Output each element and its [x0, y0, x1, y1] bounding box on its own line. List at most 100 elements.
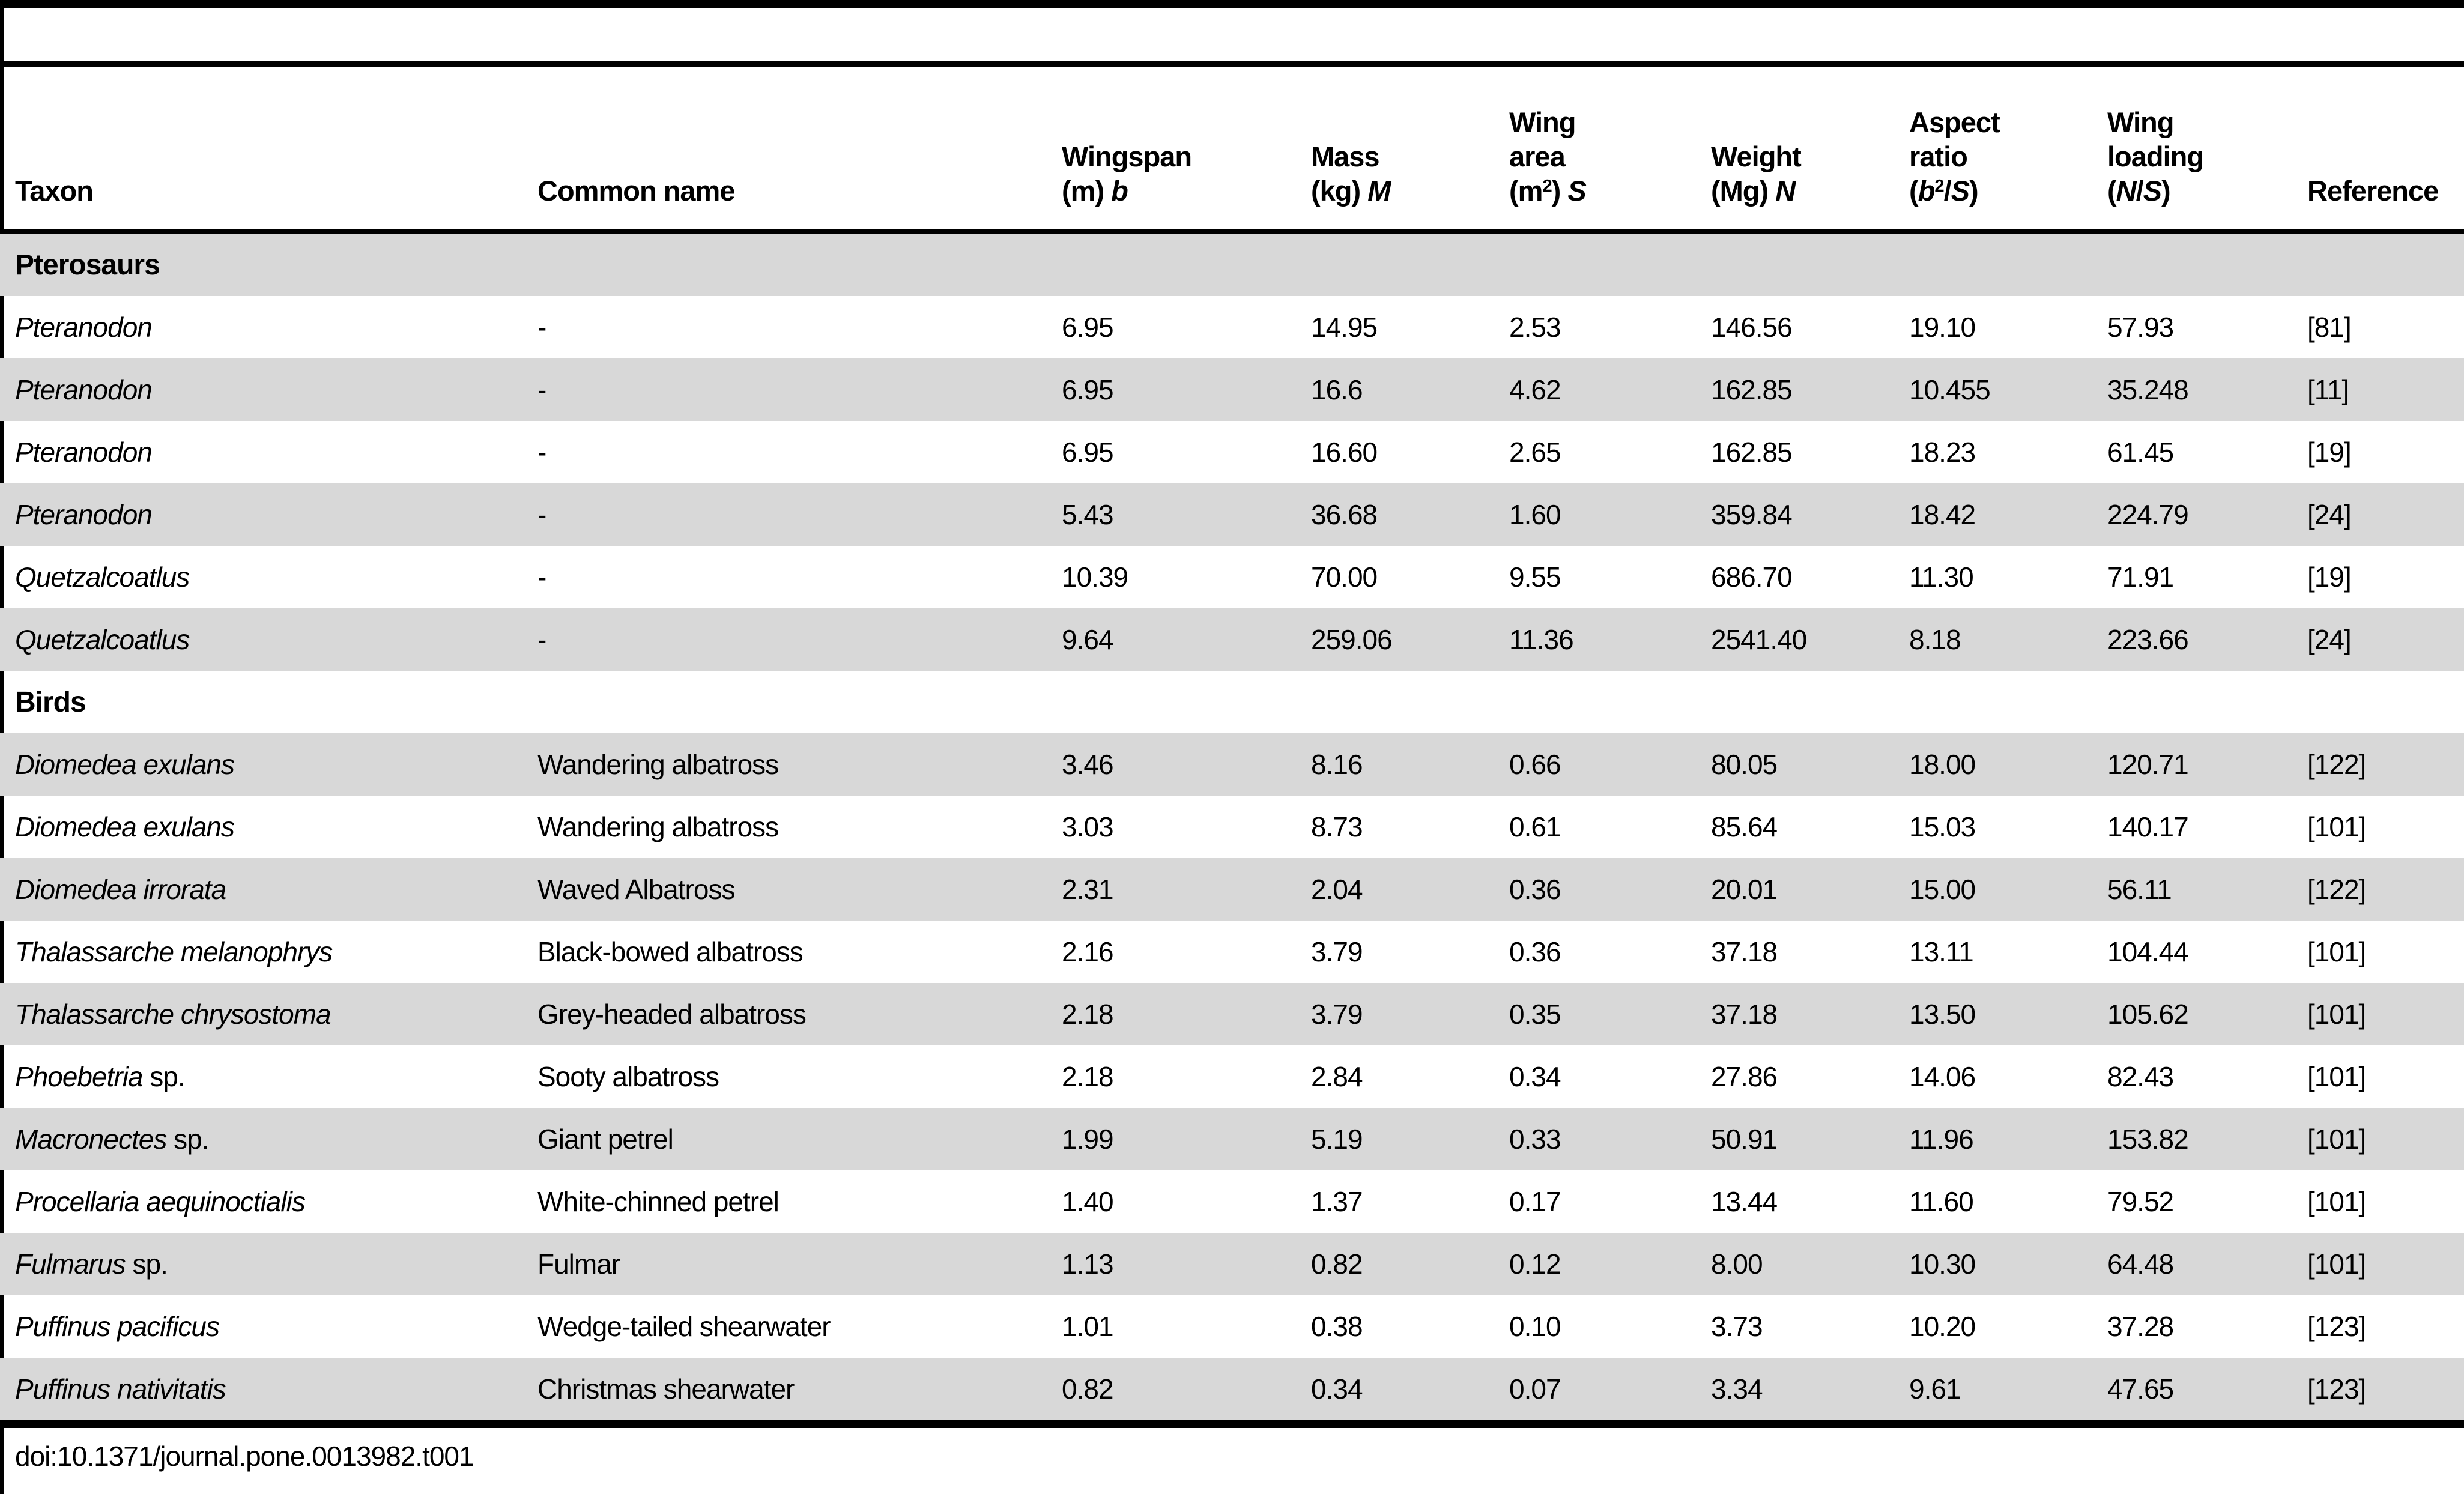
common-name-cell: -: [537, 437, 546, 468]
wing-loading-cell: 82.43: [2107, 1061, 2174, 1092]
taxon-cell: Diomedea exulans: [15, 811, 235, 842]
aspect-ratio-cell: 8.18: [1909, 624, 1961, 655]
col-header-aspect-ratio: Aspect ratio (b2/S): [1909, 64, 2107, 234]
taxon-cell: Quetzalcoatlus: [15, 624, 190, 655]
wingspan-cell: 2.31: [1062, 874, 1114, 905]
mass-cell: 8.16: [1311, 749, 1363, 780]
common-name-cell: Wandering albatross: [537, 749, 779, 780]
table-row: Thalassarche chrysostoma Grey-headed alba…: [0, 983, 2464, 1045]
aspect-ratio-cell: 15.00: [1909, 874, 1976, 905]
reference-cell: [101]: [2307, 936, 2366, 967]
wing-loading-cell: 105.62: [2107, 999, 2189, 1030]
weight-cell: 50.91: [1711, 1124, 1778, 1155]
section-label: Birds: [15, 686, 86, 718]
col-header-reference: Reference: [2307, 64, 2464, 234]
wing-loading-cell: 104.44: [2107, 936, 2189, 967]
reference-cell: [101]: [2307, 1186, 2366, 1217]
col-header-common-name: Common name: [537, 64, 1062, 234]
left-edge-line: [0, 0, 4, 1494]
aspect-ratio-cell: 18.00: [1909, 749, 1976, 780]
weight-cell: 146.56: [1711, 312, 1793, 343]
taxon-cell: Pteranodon: [15, 499, 153, 530]
table-row: Puffinus nativitatis Christmas shearwater…: [0, 1358, 2464, 1424]
reference-cell: [101]: [2307, 1061, 2366, 1092]
aspect-ratio-cell: 19.10: [1909, 312, 1976, 343]
wing-loading-cell: 224.79: [2107, 499, 2189, 530]
wing-area-cell: 0.17: [1509, 1186, 1561, 1217]
weight-cell: 13.44: [1711, 1186, 1778, 1217]
wingspan-cell: 6.95: [1062, 437, 1114, 468]
weight-cell: 2541.40: [1711, 624, 1807, 655]
table-row: Diomedea irrorata Waved Albatross 2.31 2.04…: [0, 858, 2464, 921]
mass-cell: 3.79: [1311, 936, 1363, 967]
wingspan-cell: 1.13: [1062, 1248, 1114, 1280]
aspect-ratio-cell: 10.455: [1909, 374, 1991, 405]
common-name-cell: Giant petrel: [537, 1124, 674, 1155]
taxon-cell: Puffinus nativitatis: [15, 1373, 226, 1405]
wing-area-cell: 0.10: [1509, 1311, 1561, 1342]
col-header-wingspan: Wingspan (m) b: [1062, 64, 1311, 234]
weight-cell: 359.84: [1711, 499, 1793, 530]
wingspan-cell: 2.18: [1062, 1061, 1114, 1092]
weight-cell: 37.18: [1711, 936, 1778, 967]
taxon-cell: Diomedea exulans: [15, 749, 235, 780]
table-row: Puffinus pacificus Wedge-tailed shearwate…: [0, 1295, 2464, 1358]
common-name-cell: Black-bowed albatross: [537, 936, 804, 967]
wing-area-cell: 0.34: [1509, 1061, 1561, 1092]
wing-area-cell: 0.66: [1509, 749, 1561, 780]
aspect-ratio-cell: 10.20: [1909, 1311, 1976, 1342]
table-row: Diomedea exulans Wandering albatross 3.03 8…: [0, 796, 2464, 858]
weight-cell: 3.73: [1711, 1311, 1763, 1342]
weight-cell: 80.05: [1711, 749, 1778, 780]
taxon-cell: Phoebetria sp.: [15, 1061, 186, 1092]
top-black-bar: [0, 0, 2464, 8]
aspect-ratio-cell: 10.30: [1909, 1248, 1976, 1280]
common-name-cell: -: [537, 499, 546, 530]
mass-cell: 0.82: [1311, 1248, 1363, 1280]
reference-cell: [122]: [2307, 749, 2366, 780]
taxon-cell: Procellaria aequinoctialis: [15, 1186, 306, 1217]
mass-cell: 36.68: [1311, 499, 1378, 530]
wing-area-cell: 0.61: [1509, 811, 1561, 842]
wing-loading-cell: 61.45: [2107, 437, 2174, 468]
wing-loading-cell: 47.65: [2107, 1373, 2174, 1405]
reference-cell: [122]: [2307, 874, 2366, 905]
wing-loading-cell: 120.71: [2107, 749, 2189, 780]
common-name-cell: -: [537, 374, 546, 405]
table-row: Pteranodon - 6.95 16.60 2.65 162.85 18.23 61.45…: [0, 421, 2464, 483]
reference-cell: [24]: [2307, 499, 2352, 530]
common-name-cell: Sooty albatross: [537, 1061, 719, 1092]
wing-loading-cell: 223.66: [2107, 624, 2189, 655]
aspect-ratio-cell: 11.30: [1909, 561, 1974, 593]
common-name-cell: Fulmar: [537, 1248, 620, 1280]
wingspan-cell: 1.40: [1062, 1186, 1114, 1217]
reference-cell: [24]: [2307, 624, 2352, 655]
mass-cell: 3.79: [1311, 999, 1363, 1030]
wing-area-cell: 0.12: [1509, 1248, 1561, 1280]
wing-area-cell: 4.62: [1509, 374, 1561, 405]
col-header-mass: Mass (kg) M: [1311, 64, 1509, 234]
aspect-ratio-cell: 18.42: [1909, 499, 1976, 530]
wingspan-cell: 6.95: [1062, 374, 1114, 405]
taxon-cell: Puffinus pacificus: [15, 1311, 220, 1342]
aspect-ratio-cell: 13.50: [1909, 999, 1976, 1030]
mass-cell: 259.06: [1311, 624, 1393, 655]
reference-cell: [11]: [2307, 374, 2349, 405]
common-name-cell: Waved Albatross: [537, 874, 735, 905]
mass-cell: 2.04: [1311, 874, 1363, 905]
common-name-cell: Christmas shearwater: [537, 1373, 795, 1405]
wing-loading-cell: 140.17: [2107, 811, 2189, 842]
wing-area-cell: 0.36: [1509, 874, 1561, 905]
table-row: Pteranodon - 5.43 36.68 1.60 359.84 18.42 224.7…: [0, 483, 2464, 546]
aspect-ratio-cell: 9.61: [1909, 1373, 1961, 1405]
table-row: Procellaria aequinoctialis White-chinned …: [0, 1170, 2464, 1233]
wing-loading-cell: 57.93: [2107, 312, 2174, 343]
wing-loading-cell: 35.248: [2107, 374, 2189, 405]
aspect-ratio-cell: 13.11: [1909, 936, 1974, 967]
common-name-cell: Wedge-tailed shearwater: [537, 1311, 831, 1342]
wing-area-cell: 11.36: [1509, 624, 1574, 655]
mass-cell: 14.95: [1311, 312, 1378, 343]
wing-area-cell: 0.33: [1509, 1124, 1561, 1155]
